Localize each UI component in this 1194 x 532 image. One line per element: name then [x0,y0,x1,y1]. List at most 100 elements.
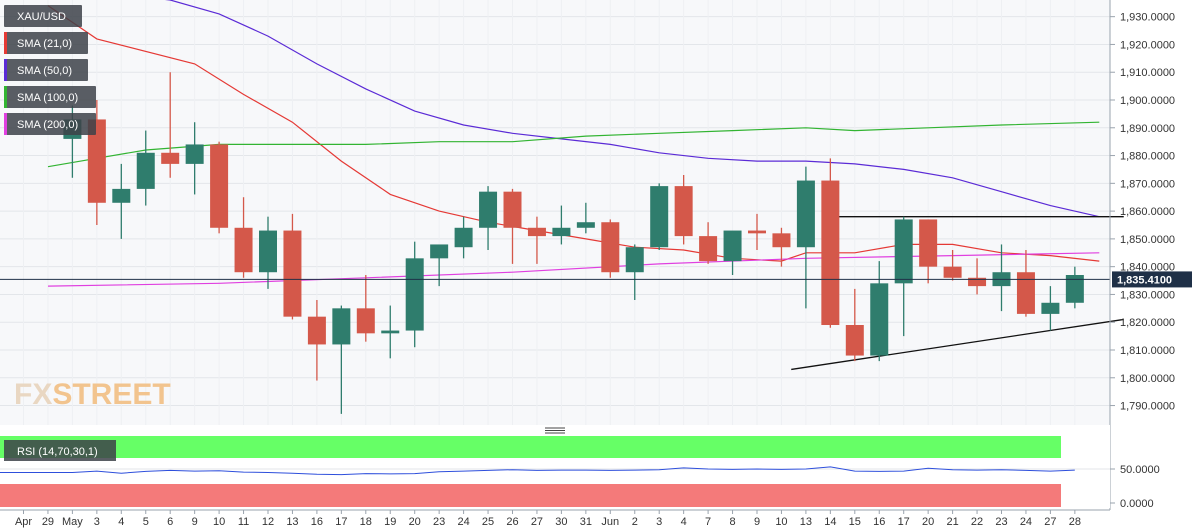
legend-item[interactable]: SMA (100,0) [4,86,96,108]
candle-body [552,227,571,237]
legend-item[interactable]: SMA (21,0) [4,32,88,54]
price-tick-label: 1,810.0000 [1120,345,1175,357]
price-tick-label: 1,910.0000 [1120,67,1175,79]
time-tick-label: 6 [167,516,173,528]
legend-symbol[interactable]: XAU/USD [4,5,82,27]
pane-resize-handle[interactable] [545,427,565,434]
time-tick-label: 4 [118,516,124,528]
candle-body [674,186,693,237]
candle [699,222,718,264]
time-tick-label: 3 [94,516,100,528]
candle [1016,250,1035,317]
candle-body [772,233,791,248]
candle [112,163,131,239]
candle [870,261,889,362]
legend-item[interactable]: SMA (200,0) [4,113,96,135]
rsi-tick-label: 50.0000 [1120,464,1160,476]
candle [332,305,351,414]
time-tick-label: 8 [729,516,735,528]
candle [821,158,840,328]
legend-item[interactable]: SMA (50,0) [4,59,88,81]
time-tick-label: 3 [656,516,662,528]
candle-body [185,144,204,164]
rsi-tick-label: 0.0000 [1120,498,1154,510]
candle [1065,266,1084,309]
time-tick-label: 19 [384,516,396,528]
time-tick-label: 30 [555,516,567,528]
price-tick-label: 1,840.0000 [1120,262,1175,274]
candle-body [796,180,815,248]
legend: XAU/USD SMA (21,0) SMA (50,0) SMA (100,0) SM… [4,5,96,135]
candle-body [259,230,277,273]
time-tick-label: 23 [995,516,1007,528]
candle [845,288,864,362]
candle-body [723,230,742,262]
candle [919,219,938,284]
legend-color-swatch [4,86,7,108]
time-tick-label: 18 [360,516,372,528]
candle [894,216,913,337]
time-tick-label: 25 [482,516,494,528]
price-tick-label: 1,830.0000 [1120,289,1175,301]
time-tick-label: 21 [946,516,958,528]
candle-body [161,152,180,164]
candle [601,219,620,278]
time-tick-label: Jun [601,516,619,528]
rsi-legend-label: RSI (14,70,30,1) [17,446,98,458]
trendline [791,318,1124,371]
time-tick-label: 27 [1044,516,1056,528]
rsi-line [0,466,1075,476]
candle [454,216,473,259]
candle [87,100,106,225]
candle [185,122,204,195]
time-tick-label: 7 [705,516,711,528]
legend-box [4,86,96,108]
time-tick-label: 24 [1020,516,1032,528]
time-tick-label: 27 [531,516,543,528]
price-tick-label: 1,820.0000 [1120,317,1175,329]
rsi-oversold-band [0,484,1061,507]
candle [576,202,595,234]
candle-body [112,188,131,203]
time-tick-label: 20 [922,516,934,528]
legend-label: SMA (100,0) [17,92,78,104]
candle-body [454,227,473,248]
candle-body [430,244,449,259]
time-tick-label: 17 [335,516,347,528]
legend-label: XAU/USD [17,11,66,23]
time-tick-label: Apr [15,516,32,528]
legend-label: SMA (50,0) [17,65,72,77]
candle-body [1041,302,1060,314]
legend-label: SMA (21,0) [17,38,72,50]
candle-body [894,219,913,284]
candle-body [210,144,229,228]
candle [796,166,815,309]
candle [527,216,546,264]
price-tick-label: 1,790.0000 [1120,401,1175,413]
price-axis: 1,930.0000 1,920.0000 1,910.0000 1,900.0000… [1109,0,1192,510]
price-tick-label: 1,890.0000 [1120,123,1175,135]
candle [943,250,962,281]
price-tick-label: 1,870.0000 [1120,178,1175,190]
time-tick-label: 10 [775,516,787,528]
candle-body [356,308,375,334]
candle [503,188,522,264]
price-tick-label: 1,860.0000 [1120,206,1175,218]
legend-box [4,59,88,81]
time-tick-label: 9 [754,516,760,528]
candle-body [332,308,351,345]
legend-color-swatch [4,59,7,81]
candle-body [845,325,864,356]
candle-body [136,152,155,189]
candle-body [699,236,718,262]
time-tick-label: 9 [192,516,198,528]
pane-divider[interactable] [0,425,1110,434]
candles [63,72,1084,414]
time-tick-label: 11 [238,516,249,528]
candle [772,227,791,267]
rsi-legend[interactable]: RSI (14,70,30,1) [4,440,116,461]
time-tick-label: 22 [971,516,983,528]
indicator-line-100 [47,121,1100,168]
